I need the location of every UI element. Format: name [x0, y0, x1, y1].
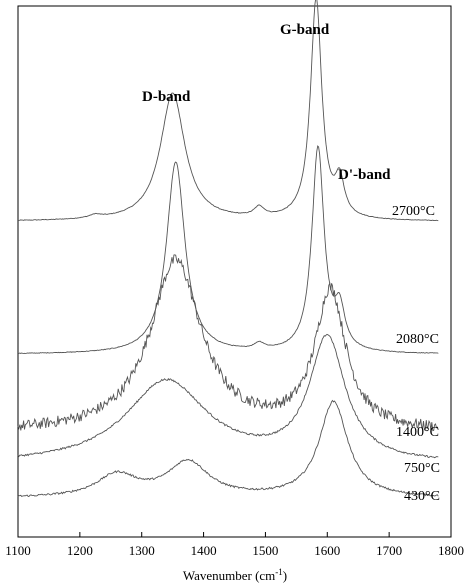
x-tick-label-1600: 1600 [314, 543, 340, 558]
x-tick-label-1300: 1300 [129, 543, 155, 558]
x-tick-label-1500: 1500 [252, 543, 278, 558]
x-tick-label-1100: 1100 [5, 543, 31, 558]
annotation-d-prime-band: D'-band [338, 167, 391, 183]
series-label-2700: 2700°C [392, 204, 435, 219]
series-label-1400: 1400°C [396, 425, 439, 440]
x-tick-label-1400: 1400 [191, 543, 217, 558]
x-tick-label-1800: 1800 [438, 543, 464, 558]
series-label-2080: 2080°C [396, 332, 439, 347]
spectra-lines [17, 0, 439, 498]
x-axis-ticks [17, 532, 452, 537]
spectrum-line-1400 [17, 254, 439, 432]
annotation-d-band: D-band [142, 89, 191, 105]
x-tick-label-1200: 1200 [67, 543, 93, 558]
plot-frame [17, 5, 452, 538]
x-axis-tick-labels: 1100 1200 1300 1400 1500 1600 1700 1800 [5, 543, 464, 558]
series-label-430: 430°C [404, 489, 440, 504]
series-label-750: 750°C [404, 461, 440, 476]
x-axis-title: Wavenumber (cm-1) [183, 567, 287, 583]
spectrum-line-750 [17, 333, 439, 459]
spectrum-line-430 [17, 399, 439, 498]
spectrum-line-2700 [17, 0, 439, 222]
x-tick-label-1700: 1700 [376, 543, 402, 558]
annotation-g-band: G-band [280, 22, 330, 38]
spectrum-line-2080 [17, 145, 439, 355]
